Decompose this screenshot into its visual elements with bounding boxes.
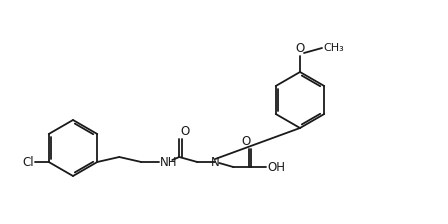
Text: O: O — [241, 135, 250, 148]
Text: OH: OH — [267, 161, 285, 174]
Text: CH₃: CH₃ — [323, 43, 344, 53]
Text: NH: NH — [160, 155, 178, 168]
Text: N: N — [211, 155, 220, 168]
Text: O: O — [180, 125, 190, 138]
Text: Cl: Cl — [22, 155, 34, 168]
Text: O: O — [295, 42, 305, 55]
